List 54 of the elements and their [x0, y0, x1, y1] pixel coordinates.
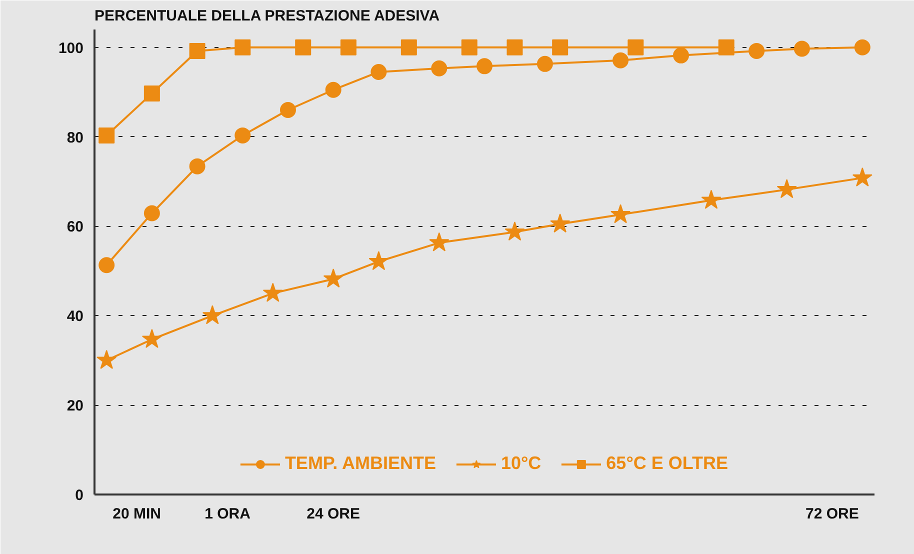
point [612, 52, 629, 68]
point [610, 204, 631, 224]
point [189, 158, 206, 174]
point [506, 39, 523, 56]
x-tick-label: 24 ORE [306, 506, 360, 522]
point [325, 82, 342, 98]
legend-label: 65°C E OLTRE [606, 453, 728, 474]
y-tick-label: 20 [66, 398, 84, 415]
point [429, 232, 450, 252]
point [431, 60, 448, 76]
y-tick-label: 80 [66, 129, 84, 146]
point [550, 213, 570, 233]
point [295, 39, 312, 56]
point [323, 268, 344, 288]
point [368, 251, 389, 270]
x-tick-label: 20 MIN [112, 506, 162, 522]
point [262, 282, 283, 302]
point [234, 127, 251, 144]
point [370, 64, 387, 80]
point [776, 179, 797, 198]
y-tick-label: 40 [66, 308, 84, 326]
point [202, 305, 222, 324]
point [98, 257, 115, 274]
point [98, 127, 115, 144]
point [673, 47, 690, 64]
point [748, 42, 765, 59]
point [794, 40, 810, 57]
point [536, 56, 553, 72]
point [234, 39, 251, 56]
point [144, 205, 160, 222]
point [852, 167, 872, 187]
point [96, 350, 117, 369]
legend-label: TEMP. AMBIENTE [284, 453, 436, 474]
point [718, 39, 734, 56]
x-tick-label: 1 ORA [204, 506, 251, 522]
point [628, 39, 644, 56]
legend-label: 10°C [500, 453, 542, 474]
point [504, 222, 525, 241]
point [280, 102, 296, 118]
point [854, 39, 870, 56]
y-tick-label: 60 [66, 218, 84, 236]
point [142, 328, 162, 348]
point [461, 39, 478, 56]
point [476, 58, 492, 74]
point [189, 42, 206, 59]
y-tick-label: 0 [75, 487, 84, 504]
y-tick-label: 100 [58, 40, 84, 57]
chart-title: PERCENTUALE DELLA PRESTAZIONE ADESIVA [94, 8, 440, 24]
point [400, 39, 417, 56]
point [144, 85, 160, 102]
x-tick-label: 72 ORE [805, 506, 859, 522]
point [340, 39, 356, 56]
point [701, 190, 722, 209]
point [552, 39, 568, 56]
